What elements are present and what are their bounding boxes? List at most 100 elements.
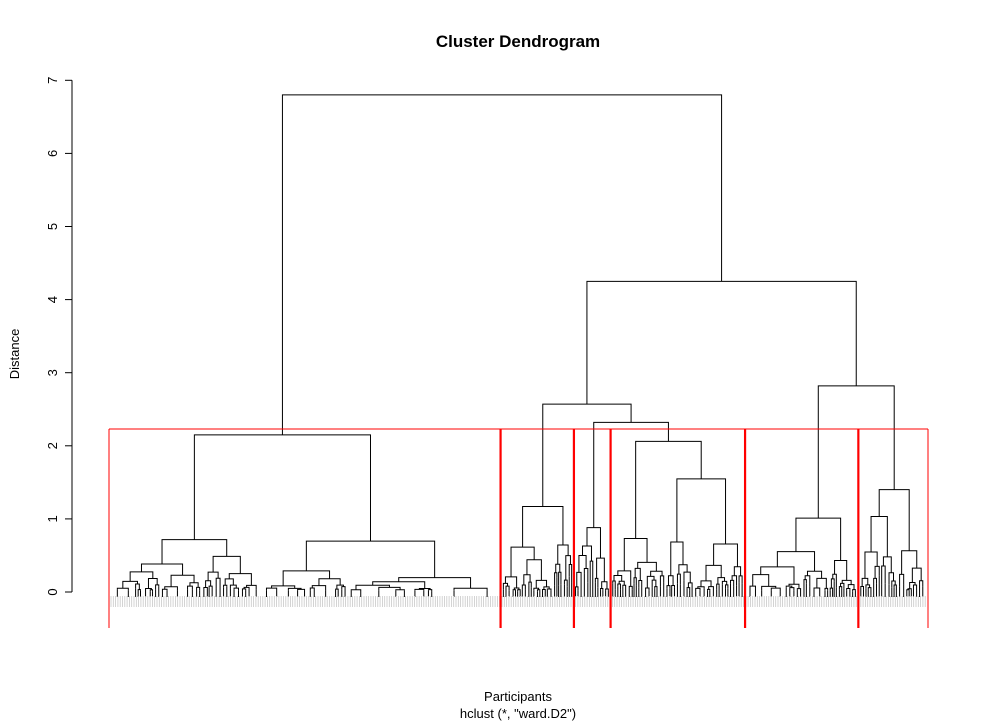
merge-link xyxy=(557,544,569,565)
merge-link xyxy=(667,575,674,586)
merge-link xyxy=(502,582,509,590)
merge-link xyxy=(212,555,241,574)
merge-link xyxy=(149,589,154,592)
merge-link xyxy=(651,579,657,588)
merge-link xyxy=(546,588,552,591)
merge-link xyxy=(578,555,587,573)
merge-link xyxy=(586,527,601,559)
merge-link xyxy=(543,586,550,590)
merge-link xyxy=(617,583,621,590)
merge-link xyxy=(878,489,910,551)
merge-link xyxy=(776,551,816,572)
merge-link xyxy=(565,555,571,581)
merge-link xyxy=(526,559,542,581)
merge-link xyxy=(246,584,257,590)
merge-link xyxy=(909,581,916,589)
merge-link xyxy=(135,583,140,590)
merge-link xyxy=(586,280,857,405)
merge-link xyxy=(840,582,845,589)
merge-link xyxy=(318,578,341,586)
merge-link xyxy=(161,588,168,591)
merge-link xyxy=(618,580,625,586)
merge-link xyxy=(645,587,650,591)
merge-link xyxy=(116,587,129,591)
merge-link xyxy=(646,575,655,589)
y-tick-label: 7 xyxy=(45,77,60,84)
merge-link xyxy=(505,585,510,591)
merge-link xyxy=(555,563,561,573)
y-tick-label: 6 xyxy=(45,150,60,157)
y-tick-label: 3 xyxy=(45,369,60,376)
merge-link xyxy=(713,543,738,567)
merge-link xyxy=(265,587,278,591)
y-tick-label: 0 xyxy=(45,588,60,595)
merge-link xyxy=(187,585,193,590)
merge-link xyxy=(705,564,722,581)
merge-link xyxy=(309,587,315,591)
merge-link xyxy=(233,587,239,591)
merge-link xyxy=(733,566,742,576)
merge-link xyxy=(628,585,633,590)
merge-link xyxy=(870,516,888,557)
merge-link xyxy=(203,586,208,590)
merge-link xyxy=(749,585,756,591)
y-tick-label: 1 xyxy=(45,515,60,522)
merge-link xyxy=(140,563,184,576)
merge-link xyxy=(613,574,623,582)
merge-link xyxy=(622,584,627,587)
merge-link xyxy=(666,585,671,589)
y-axis: 0 1 2 3 4 5 6 7 xyxy=(45,77,73,596)
merge-link xyxy=(542,403,632,507)
merge-link xyxy=(829,587,834,591)
merge-link xyxy=(594,577,599,588)
merge-link xyxy=(414,588,425,591)
merge-link xyxy=(874,565,880,579)
merge-link xyxy=(676,573,681,585)
dendrogram-tree xyxy=(116,94,924,597)
merge-link xyxy=(817,385,895,519)
merge-link xyxy=(893,584,897,590)
merge-link xyxy=(453,587,488,591)
merge-link xyxy=(725,584,729,589)
merge-link xyxy=(670,541,684,576)
merge-link xyxy=(513,587,520,590)
merge-link xyxy=(208,585,213,588)
merge-link xyxy=(865,584,871,589)
merge-link xyxy=(129,571,154,582)
merge-link xyxy=(789,587,795,591)
merge-link xyxy=(881,565,886,585)
merge-link xyxy=(864,551,878,579)
merge-link xyxy=(535,579,548,589)
merge-link xyxy=(297,588,306,591)
chart-title: Cluster Dendrogram xyxy=(436,32,600,51)
merge-link xyxy=(521,584,526,590)
merge-link xyxy=(170,574,195,587)
merge-link xyxy=(796,588,802,591)
merge-link xyxy=(678,564,688,575)
merge-link xyxy=(738,575,743,584)
merge-link xyxy=(816,577,827,589)
merge-link xyxy=(305,540,436,578)
merge-link xyxy=(683,571,691,583)
y-axis-label: Distance xyxy=(7,329,22,380)
merge-link xyxy=(601,581,608,590)
merge-link xyxy=(193,434,371,542)
merge-link xyxy=(335,588,339,591)
merge-link xyxy=(164,586,178,591)
merge-link xyxy=(824,587,829,591)
merge-link xyxy=(576,571,582,587)
merge-link xyxy=(891,580,896,588)
merge-link xyxy=(205,580,212,588)
y-tick-label: 2 xyxy=(45,442,60,449)
merge-link xyxy=(721,580,728,585)
merge-link xyxy=(852,589,856,592)
merge-link xyxy=(695,587,701,592)
merge-link xyxy=(522,505,564,548)
merge-link xyxy=(229,584,237,589)
merge-link xyxy=(215,577,221,589)
merge-link xyxy=(813,587,821,591)
merge-link xyxy=(707,588,711,591)
merge-link xyxy=(287,587,302,591)
merge-link xyxy=(795,517,842,561)
merge-link xyxy=(804,575,811,587)
